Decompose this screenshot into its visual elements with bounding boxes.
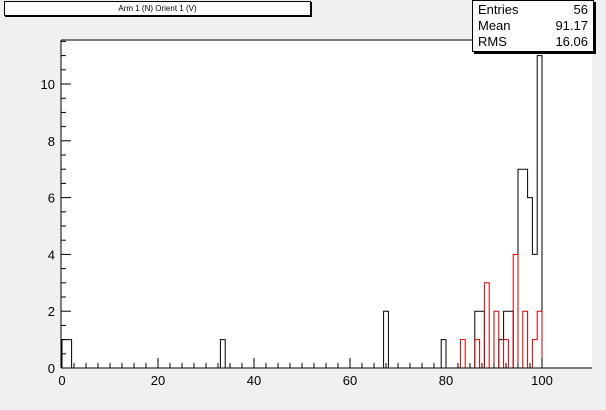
y-tick-label: 8 — [48, 134, 55, 149]
x-tick-label: 100 — [531, 373, 553, 388]
stats-rms-label: RMS — [478, 34, 507, 49]
stats-rms-row: RMS 16.06 — [478, 34, 588, 50]
x-tick-label: 0 — [58, 373, 65, 388]
y-tick-label: 0 — [48, 361, 55, 376]
stats-rms-value: 16.06 — [555, 34, 588, 49]
x-tick-label: 60 — [343, 373, 357, 388]
x-tick-label: 40 — [247, 373, 261, 388]
stats-box: Entries 56 Mean 91.17 RMS 16.06 — [472, 0, 594, 52]
stats-mean-value: 91.17 — [555, 18, 588, 33]
axes: 0 20 40 60 80 100 0 2 4 6 8 10 — [41, 39, 592, 388]
plot-frame — [61, 40, 592, 368]
histogram-title: Arm 1 (N) Orient 1 (V) — [4, 1, 311, 16]
y-tick-label: 4 — [48, 247, 55, 262]
y-tick-label: 2 — [48, 304, 55, 319]
stats-mean-row: Mean 91.17 — [478, 18, 588, 34]
x-tick-label: 80 — [439, 373, 453, 388]
histogram-outline-0 — [61, 55, 543, 369]
histogram-series-0 — [61, 55, 543, 369]
stats-entries-label: Entries — [478, 2, 519, 17]
y-tick-label: 6 — [48, 191, 55, 206]
y-tick-label: 10 — [41, 77, 55, 92]
stats-mean-label: Mean — [478, 18, 511, 33]
x-tick-label: 20 — [151, 373, 165, 388]
stats-entries-row: Entries 56 — [478, 2, 588, 18]
stats-entries-value: 56 — [573, 2, 588, 17]
